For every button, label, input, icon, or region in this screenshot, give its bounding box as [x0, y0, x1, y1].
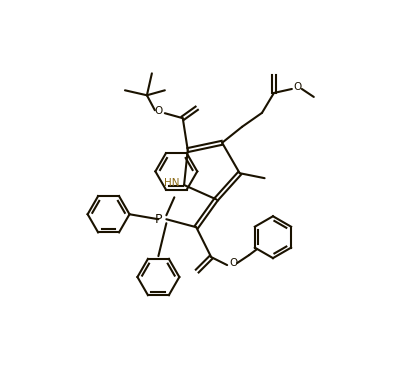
Text: O: O — [229, 258, 237, 268]
Text: HN: HN — [164, 178, 180, 188]
Text: O: O — [155, 106, 163, 116]
Text: P: P — [155, 213, 162, 226]
Text: O: O — [294, 82, 302, 92]
